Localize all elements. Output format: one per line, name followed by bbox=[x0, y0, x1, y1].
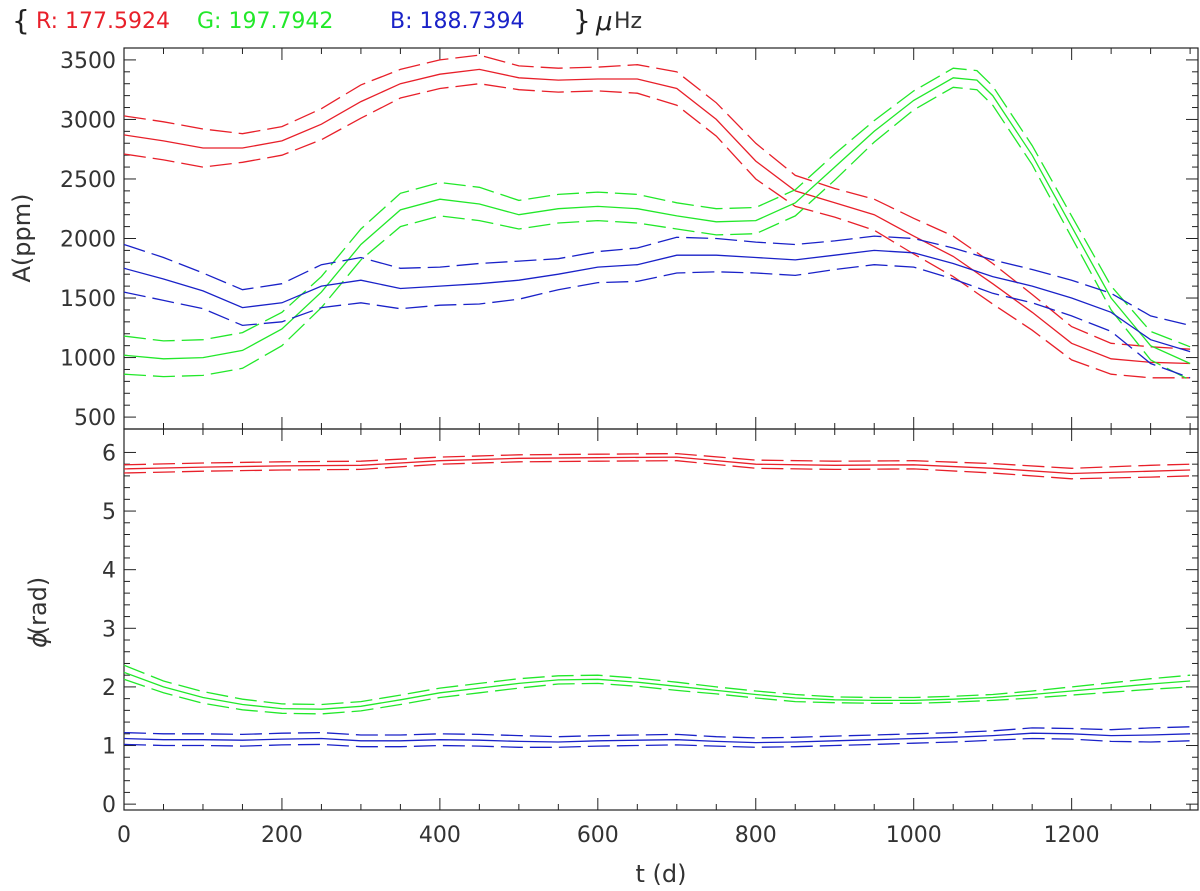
amplitude-panel-frame bbox=[123, 47, 1199, 430]
title-b-label: B: 188.7394 bbox=[390, 9, 524, 34]
y-tick-label: 2000 bbox=[60, 228, 116, 253]
y-tick-label: 1000 bbox=[60, 347, 116, 372]
phase-ylabel-unit: (rad) bbox=[24, 577, 52, 636]
x-tick-label: 0 bbox=[117, 823, 131, 848]
series-R-panel-2 bbox=[123, 452, 1191, 480]
y-tick-label: 500 bbox=[74, 406, 116, 431]
x-tick-label: 200 bbox=[261, 823, 303, 848]
series-R-panel-1 bbox=[123, 54, 1191, 379]
series-lower-bound bbox=[123, 264, 1191, 379]
y-tick-label: 3000 bbox=[60, 108, 116, 133]
y-tick-label: 3500 bbox=[60, 49, 116, 74]
series-lower-bound bbox=[123, 83, 1191, 379]
series-layer bbox=[123, 54, 1191, 748]
series-upper-bound bbox=[123, 726, 1191, 739]
series-upper-bound bbox=[123, 67, 1191, 348]
title-unit-mu: μ bbox=[595, 7, 613, 37]
series-line bbox=[123, 68, 1191, 365]
series-upper-bound bbox=[123, 452, 1191, 469]
series-B-panel-2 bbox=[123, 726, 1191, 748]
series-lower-bound bbox=[123, 86, 1191, 381]
y-tick-label: 2500 bbox=[60, 168, 116, 193]
x-tick-label: 1000 bbox=[886, 823, 942, 848]
series-line bbox=[123, 456, 1191, 475]
series-line bbox=[123, 732, 1191, 744]
series-line bbox=[123, 77, 1191, 365]
title-r-label: R: 177.5924 bbox=[36, 9, 170, 34]
x-tick-label: 1200 bbox=[1044, 823, 1100, 848]
series-lower-bound bbox=[123, 737, 1191, 748]
title-unit-hz: Hz bbox=[614, 9, 642, 34]
y-tick-label: 1500 bbox=[60, 287, 116, 312]
y-tick-label: 2 bbox=[102, 676, 116, 701]
series-upper-bound bbox=[123, 235, 1191, 327]
title-close-brace: } bbox=[573, 4, 591, 37]
series-G-panel-2 bbox=[123, 664, 1191, 715]
y-tick-label: 3 bbox=[102, 617, 116, 642]
x-tick-label: 600 bbox=[577, 823, 619, 848]
title-open-brace: { bbox=[12, 4, 30, 37]
x-tick-label: 800 bbox=[735, 823, 777, 848]
series-upper-bound bbox=[123, 54, 1191, 350]
tick-layer: 500 1000 1500 2000 2500 3000 3500 0 1 2 3 4 5 6 0 200 40… bbox=[60, 48, 1198, 848]
y-tick-label: 5 bbox=[102, 500, 116, 525]
phase-ylabel-symbol: ϕ bbox=[24, 632, 52, 648]
series-G-panel-1 bbox=[123, 67, 1191, 381]
y-tick-label: 0 bbox=[102, 793, 116, 818]
series-lower-bound bbox=[123, 678, 1191, 715]
y-tick-label: 1 bbox=[102, 735, 116, 760]
y-tick-label: 6 bbox=[102, 441, 116, 466]
x-axis-label: t (d) bbox=[636, 860, 687, 888]
series-upper-bound bbox=[123, 664, 1191, 706]
series-line bbox=[123, 249, 1191, 353]
series-B-panel-1 bbox=[123, 235, 1191, 379]
phase-ylabel: ϕ (rad) bbox=[24, 577, 52, 648]
title-g-label: G: 197.7942 bbox=[197, 9, 333, 34]
y-tick-label: 4 bbox=[102, 559, 116, 584]
x-tick-label: 400 bbox=[419, 823, 461, 848]
series-lower-bound bbox=[123, 460, 1191, 480]
series-line bbox=[123, 671, 1191, 710]
phase-panel-frame bbox=[123, 428, 1199, 811]
amplitude-ylabel: A(ppm) bbox=[8, 194, 36, 283]
